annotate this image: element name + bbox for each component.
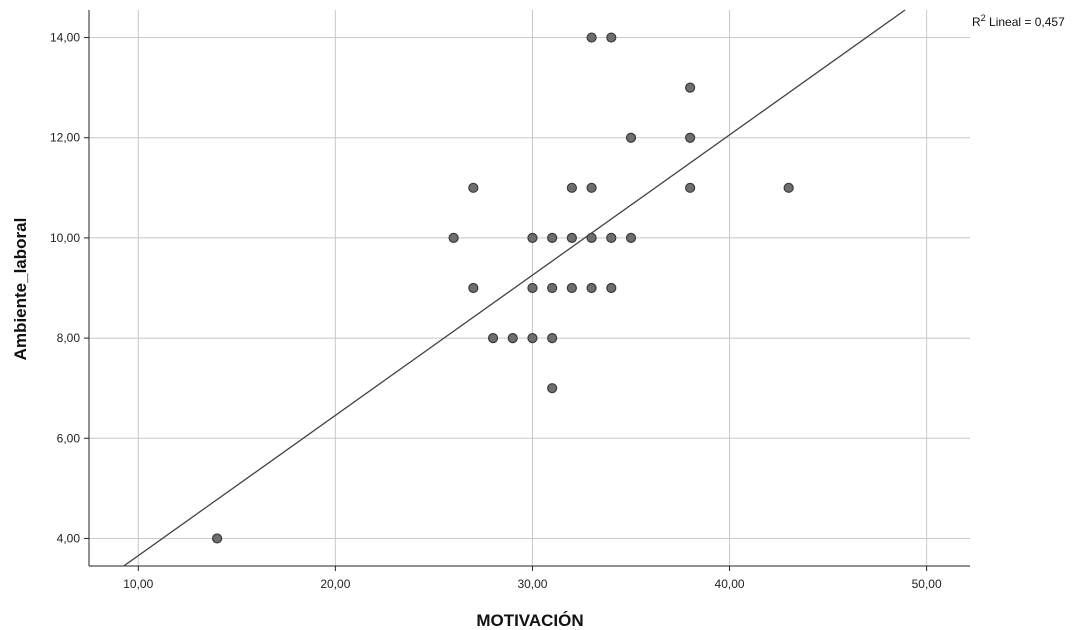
data-point xyxy=(625,232,637,244)
x-axis-title: MOTIVACIÓN xyxy=(476,611,583,630)
data-point xyxy=(547,232,558,244)
data-point xyxy=(606,32,617,43)
y-tick-label: 8,00 xyxy=(57,331,81,345)
data-point xyxy=(487,332,499,344)
data-point xyxy=(547,332,558,344)
r-squared-value: Lineal = 0,457 xyxy=(986,15,1065,29)
data-point xyxy=(685,182,696,193)
data-point xyxy=(507,332,518,344)
x-tick-label: 30,00 xyxy=(517,577,547,591)
data-point xyxy=(448,232,459,244)
data-point xyxy=(586,182,597,193)
data-point xyxy=(547,282,558,294)
data-point xyxy=(212,533,223,544)
axes xyxy=(84,10,970,571)
data-point xyxy=(527,282,538,294)
data-point xyxy=(468,282,479,294)
r-squared-prefix: R xyxy=(972,15,981,29)
fit-line xyxy=(123,9,906,567)
y-tick-label: 10,00 xyxy=(50,231,80,245)
data-points xyxy=(212,32,794,544)
r-squared-annotation: R2 Lineal = 0,457 xyxy=(972,13,1065,29)
x-tick-label: 50,00 xyxy=(912,577,942,591)
data-point xyxy=(625,132,637,143)
data-point xyxy=(685,82,696,93)
data-point xyxy=(527,232,538,244)
data-point xyxy=(566,182,577,193)
data-point xyxy=(586,232,597,244)
data-point xyxy=(586,282,597,294)
data-point xyxy=(606,232,617,244)
x-tick-label: 10,00 xyxy=(123,577,153,591)
x-tick-label: 20,00 xyxy=(320,577,350,591)
data-point xyxy=(685,132,696,143)
fit-line-layer xyxy=(123,9,906,567)
y-tick-label: 14,00 xyxy=(50,31,80,45)
data-point xyxy=(566,282,577,294)
data-point xyxy=(468,182,479,193)
tick-labels: 10,00 20,00 30,00 40,00 50,00 4,00 6,00 8,00 10,… xyxy=(50,31,942,591)
y-axis-title: Ambiente_laboral xyxy=(11,218,30,361)
data-point xyxy=(566,232,577,244)
x-tick-label: 40,00 xyxy=(715,577,745,591)
y-tick-label: 4,00 xyxy=(57,531,81,545)
data-point xyxy=(783,182,794,193)
r-squared-superscript: 2 xyxy=(981,13,986,23)
data-point xyxy=(527,332,538,344)
y-tick-label: 12,00 xyxy=(50,131,80,145)
data-point xyxy=(606,282,617,294)
data-point xyxy=(547,383,558,394)
data-point xyxy=(586,32,597,43)
y-tick-label: 6,00 xyxy=(57,431,81,445)
